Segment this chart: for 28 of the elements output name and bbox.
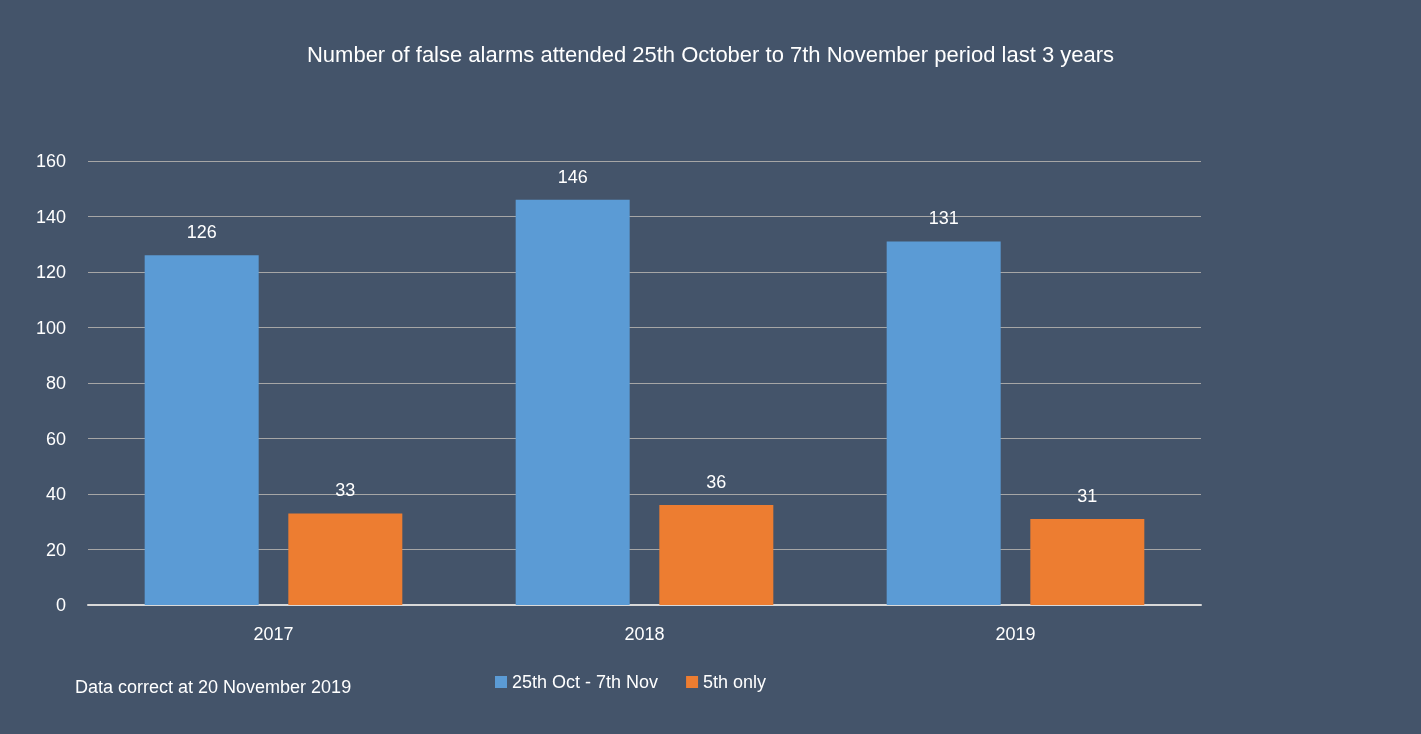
- y-tick-label: 140: [35, 206, 66, 227]
- y-tick-label: 60: [45, 428, 66, 449]
- bar: [144, 255, 259, 605]
- bar: [1030, 518, 1145, 605]
- legend-label: 25th Oct - 7th Nov: [512, 672, 659, 692]
- x-tick-label: 2019: [995, 624, 1036, 644]
- y-tick-label: 40: [45, 484, 66, 504]
- y-tick-label: 160: [35, 151, 66, 171]
- chart-title: Number of false alarms attended 25th October to 7th November period last 3 years: [306, 41, 1115, 67]
- data-label: 126: [186, 222, 217, 243]
- data-label: 36: [706, 472, 727, 493]
- y-tick-label: 0: [55, 595, 66, 615]
- data-label: 31: [1077, 485, 1098, 506]
- data-label: 33: [335, 480, 356, 501]
- bar: [659, 505, 774, 605]
- y-tick-label: 20: [45, 539, 66, 560]
- bar: [515, 199, 630, 605]
- data-label: 146: [557, 166, 588, 187]
- bar: [886, 241, 1001, 605]
- legend-label: 5th only: [703, 672, 767, 692]
- y-tick-label: 80: [45, 373, 66, 393]
- x-tick-label: 2018: [624, 624, 665, 644]
- data-label: 131: [928, 208, 959, 229]
- text: Data correct at 20 November 2019: [75, 677, 352, 697]
- y-tick-label: 100: [35, 317, 66, 338]
- bar: [288, 513, 403, 605]
- x-tick-label: 2017: [253, 624, 294, 644]
- y-tick-label: 120: [35, 262, 66, 282]
